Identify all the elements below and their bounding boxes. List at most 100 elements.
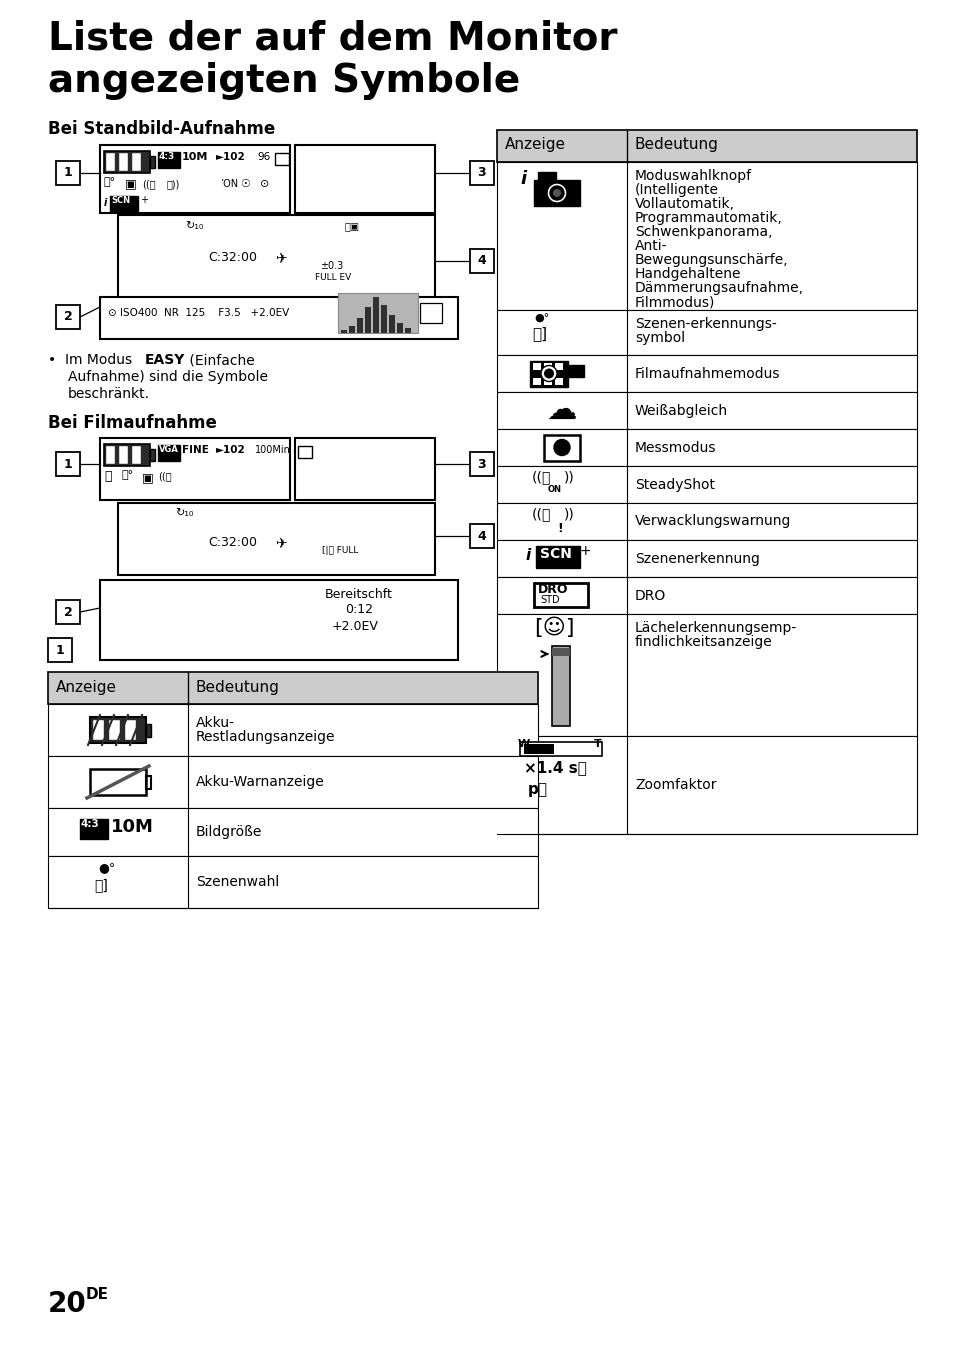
Bar: [294, 438, 435, 500]
Bar: [373, 297, 378, 334]
Text: Bei Filmaufnahme: Bei Filmaufnahme: [48, 414, 216, 432]
Text: Bedeutung: Bedeutung: [195, 681, 279, 695]
Bar: [497, 429, 916, 465]
Bar: [125, 720, 136, 740]
Circle shape: [554, 440, 569, 456]
Text: SCN: SCN: [539, 547, 571, 561]
Text: STD: STD: [539, 594, 559, 605]
Text: Verwacklungswarnung: Verwacklungswarnung: [635, 515, 791, 529]
Bar: [497, 503, 916, 539]
Bar: [100, 438, 290, 500]
Text: Bewegungsunschärfe,: Bewegungsunschärfe,: [635, 253, 788, 268]
Circle shape: [553, 190, 560, 196]
Bar: [48, 855, 537, 908]
Bar: [523, 744, 554, 755]
Text: beschränkt.: beschränkt.: [68, 387, 150, 401]
Text: Moduswahlknopf: Moduswahlknopf: [635, 169, 751, 183]
Bar: [530, 360, 567, 386]
Text: i: i: [519, 169, 525, 188]
Bar: [56, 305, 80, 330]
Text: Liste der auf dem Monitor: Liste der auf dem Monitor: [48, 20, 617, 58]
Text: 👤]: 👤]: [532, 325, 547, 342]
Text: FINE: FINE: [182, 445, 209, 455]
Bar: [90, 717, 146, 742]
Text: C:32:00: C:32:00: [208, 252, 256, 264]
Bar: [118, 503, 435, 576]
Text: i: i: [104, 198, 108, 208]
Bar: [100, 297, 457, 339]
Text: ↻₁₀: ↻₁₀: [174, 508, 193, 518]
Bar: [132, 447, 141, 464]
Text: findlichkeitsanzeige: findlichkeitsanzeige: [635, 635, 772, 650]
Text: 1: 1: [55, 643, 64, 656]
Circle shape: [540, 366, 557, 382]
Text: Filmmodus): Filmmodus): [635, 295, 715, 309]
Text: 96: 96: [256, 152, 270, 161]
Text: 👥°: 👥°: [122, 469, 134, 480]
Bar: [48, 703, 537, 756]
Text: Zoomfaktor: Zoomfaktor: [635, 777, 716, 792]
Bar: [533, 378, 540, 385]
Bar: [119, 153, 128, 171]
Text: ±0.3: ±0.3: [319, 261, 343, 270]
Text: 100Min: 100Min: [254, 445, 291, 455]
Bar: [337, 293, 417, 334]
Circle shape: [543, 369, 554, 378]
Bar: [48, 638, 71, 662]
Text: ✈: ✈: [274, 252, 286, 265]
Text: DRO: DRO: [635, 589, 665, 603]
Text: Weißabgleich: Weißabgleich: [635, 404, 727, 417]
Text: Bedeutung: Bedeutung: [635, 137, 719, 152]
Bar: [297, 447, 312, 459]
Text: ☁: ☁: [545, 395, 576, 425]
Bar: [552, 646, 569, 726]
Bar: [497, 539, 916, 577]
Bar: [294, 145, 435, 213]
Bar: [470, 452, 494, 476]
Text: 👥°: 👥°: [104, 178, 116, 187]
Text: ((🖐: ((🖐: [158, 471, 172, 482]
Bar: [104, 151, 150, 174]
Text: !: !: [557, 522, 562, 534]
Bar: [104, 444, 150, 465]
Bar: [470, 249, 494, 273]
Text: [☺]: [☺]: [534, 617, 574, 639]
Text: ×1.4 s🔍: ×1.4 s🔍: [523, 760, 586, 775]
Text: •  Im Modus: • Im Modus: [48, 352, 136, 367]
Bar: [150, 156, 154, 168]
Bar: [555, 378, 562, 385]
Text: ✈: ✈: [274, 537, 286, 550]
Bar: [497, 309, 916, 355]
Text: 1: 1: [64, 457, 72, 471]
Text: +: +: [579, 543, 591, 558]
Text: Handgehaltene: Handgehaltene: [635, 268, 740, 281]
Text: W: W: [517, 738, 530, 749]
Bar: [567, 364, 583, 377]
Text: EASY: EASY: [145, 352, 185, 367]
Bar: [106, 153, 115, 171]
Bar: [419, 303, 441, 323]
Text: )): )): [563, 471, 574, 484]
Text: +2.0EV: +2.0EV: [332, 620, 378, 633]
Text: SteadyShot: SteadyShot: [635, 477, 714, 491]
Text: DE: DE: [86, 1287, 109, 1302]
Bar: [405, 328, 411, 334]
Circle shape: [550, 186, 563, 200]
Bar: [537, 172, 556, 184]
Text: 2: 2: [64, 605, 72, 619]
Bar: [470, 525, 494, 547]
Bar: [48, 672, 537, 703]
Text: VGA: VGA: [159, 445, 178, 455]
Bar: [497, 615, 916, 736]
Bar: [356, 317, 363, 334]
Text: ((🖐: ((🖐: [142, 179, 155, 190]
Bar: [380, 305, 387, 334]
Bar: [533, 363, 540, 370]
Bar: [497, 355, 916, 391]
Bar: [100, 580, 457, 660]
Text: ⊙ ISO400  NR  125    F3.5   +2.0EV: ⊙ ISO400 NR 125 F3.5 +2.0EV: [108, 308, 289, 317]
Bar: [158, 152, 180, 168]
Bar: [543, 378, 552, 385]
Text: ●°: ●°: [98, 862, 115, 876]
Bar: [90, 769, 146, 795]
